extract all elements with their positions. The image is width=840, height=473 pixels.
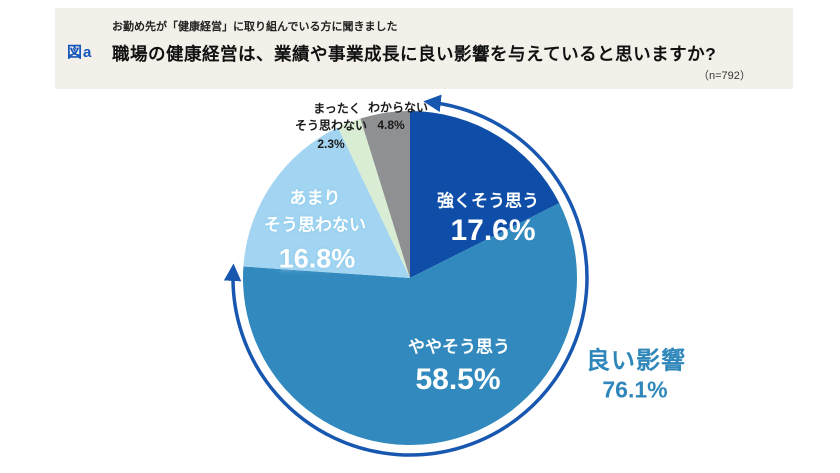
slice-label-line1-not-at-all: まったく bbox=[313, 101, 361, 116]
slice-label-line2-not-at-all: そう思わない bbox=[294, 118, 368, 133]
slice-label-strongly-agree: 強くそう思う bbox=[437, 191, 539, 211]
good-influence-bracket-arrow bbox=[223, 94, 589, 457]
figure-label: 図a bbox=[67, 44, 93, 61]
figure-subtitle: お勤め先が「健康経営」に取り組んでいる方に聞きました bbox=[112, 21, 398, 33]
slice-label-somewhat-agree: ややそう思う bbox=[408, 337, 510, 357]
slice-label-line2-dont-really-think: そう思わない bbox=[264, 215, 366, 235]
pie-slice-0 bbox=[410, 111, 560, 278]
slice-label-line1-dont-really-think: あまり bbox=[289, 188, 341, 208]
figure-header: 図a お勤め先が「健康経営」に取り組んでいる方に聞きました 職場の健康経営は、業… bbox=[55, 8, 793, 89]
figure-title: 職場の健康経営は、業績や事業成長に良い影響を与えていると思いますか? bbox=[112, 44, 717, 64]
slice-value-not-at-all: 2.3% bbox=[317, 137, 345, 151]
slice-value-dont-really-think: 16.8% bbox=[278, 243, 356, 274]
annotation-good-influence-label: 良い影響 bbox=[586, 347, 686, 375]
slice-value-somewhat-agree: 58.5% bbox=[415, 363, 501, 396]
slice-value-dont-know: 4.8% bbox=[377, 118, 405, 132]
slice-value-strongly-agree: 17.6% bbox=[450, 214, 536, 247]
sample-size: （n=792） bbox=[698, 70, 751, 82]
annotation-good-influence-value: 76.1% bbox=[602, 376, 668, 403]
pie-slice-1 bbox=[243, 203, 578, 446]
slice-label-dont-know: わからない bbox=[367, 100, 429, 115]
